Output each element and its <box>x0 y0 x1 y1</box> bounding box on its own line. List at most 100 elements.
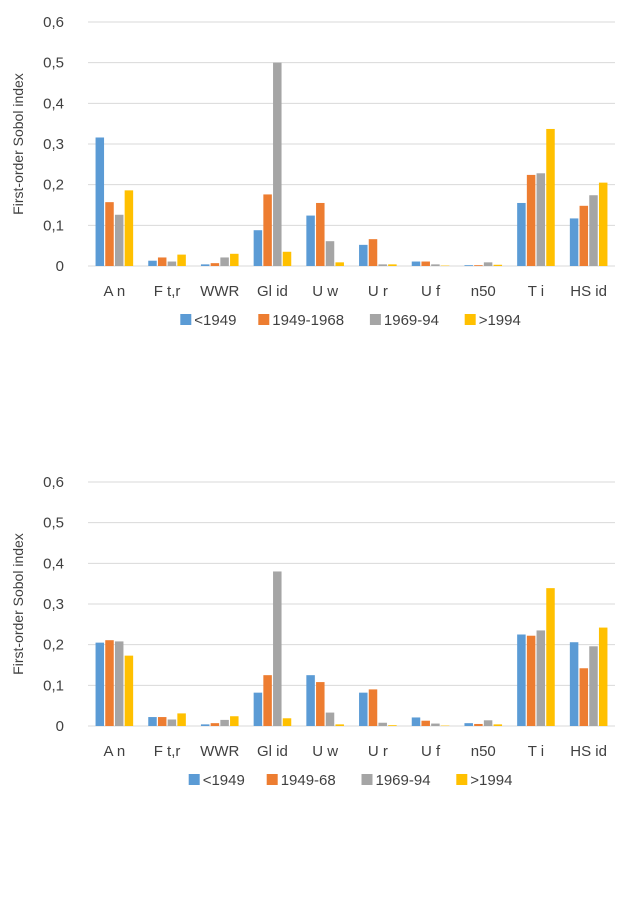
top-bar <box>598 182 608 266</box>
bottom-bar <box>253 692 263 726</box>
bottom-bar <box>167 719 177 726</box>
bottom-y-tick-label: 0,6 <box>43 474 64 491</box>
bottom-legend-swatch <box>361 774 373 785</box>
bottom-bar <box>200 724 210 726</box>
top-y-axis-title: First-order Sobol index <box>10 73 26 215</box>
top-bar <box>95 137 105 266</box>
bottom-legend-swatch <box>266 774 278 785</box>
top-legend-swatch <box>369 314 381 325</box>
top-bar <box>282 251 292 266</box>
top-bar <box>546 128 555 266</box>
bottom-bar <box>148 717 157 726</box>
chart-top-svg: 0 0,1 0,2 0,3 0,4 0,5 0,6 First-order Sobol ind… <box>10 14 615 329</box>
top-bar <box>536 173 546 266</box>
bottom-bar <box>316 682 325 726</box>
bottom-bar <box>335 724 344 726</box>
top-y-tick-label: 0 <box>56 258 64 275</box>
top-bar <box>378 264 387 266</box>
bottom-y-tick-label: 0,1 <box>43 677 64 694</box>
top-x-tick-label: WWR <box>200 283 239 300</box>
bottom-x-tick-label: U w <box>312 743 338 760</box>
bottom-legend-swatch <box>188 774 200 785</box>
bottom-bar <box>177 713 186 726</box>
chart-top: 0 0,1 0,2 0,3 0,4 0,5 0,6 First-order Sobol ind… <box>0 0 635 440</box>
top-bar <box>230 253 239 266</box>
bottom-legend-label: 1969-94 <box>376 772 431 789</box>
bottom-bar <box>388 725 397 726</box>
top-legend-label: <1949 <box>194 312 236 329</box>
bottom-legend-label: 1949-68 <box>281 772 336 789</box>
bottom-bar <box>325 712 335 726</box>
top-legend-label: 1969-94 <box>384 312 439 329</box>
bottom-bar <box>359 692 368 726</box>
bottom-bar <box>95 642 105 726</box>
top-bar <box>483 262 493 266</box>
top-bar <box>325 241 335 266</box>
bottom-y-tick-label: 0,2 <box>43 637 64 654</box>
top-bar <box>167 261 177 266</box>
bottom-bar <box>124 655 134 726</box>
bottom-x-tick-label: U r <box>368 743 388 760</box>
top-bar <box>105 202 114 266</box>
top-x-tick-label: U f <box>421 283 441 300</box>
bottom-y-tick-label: 0 <box>56 718 64 735</box>
chart-bottom-svg: 0 0,1 0,2 0,3 0,4 0,5 0,6 First-order Sobol ind… <box>10 474 615 789</box>
top-bar <box>517 202 526 266</box>
top-bar <box>177 254 186 266</box>
top-bar <box>493 264 503 266</box>
bottom-bar <box>579 668 589 726</box>
bottom-bar <box>220 719 229 726</box>
top-bar <box>316 202 325 266</box>
top-bar <box>263 194 272 266</box>
bottom-bar <box>368 689 378 726</box>
bottom-bar <box>493 724 503 726</box>
bottom-bar <box>105 640 114 726</box>
bottom-bar <box>569 642 579 726</box>
top-bar <box>589 195 598 266</box>
top-bar <box>220 257 229 266</box>
bottom-bar <box>536 630 546 726</box>
bottom-bar <box>411 717 421 726</box>
bottom-legend-label: <1949 <box>203 772 245 789</box>
top-y-tick-label: 0,3 <box>43 136 64 153</box>
top-bar <box>474 265 483 266</box>
top-bar <box>464 265 473 266</box>
bottom-x-tick-label: T i <box>528 743 544 760</box>
top-bar <box>579 205 589 266</box>
bottom-bar <box>114 641 124 726</box>
top-y-tick-label: 0,5 <box>43 55 64 72</box>
bottom-bar <box>526 635 536 726</box>
bottom-bar <box>517 634 526 726</box>
bottom-x-tick-label: U f <box>421 743 441 760</box>
bottom-bar <box>598 627 608 726</box>
bottom-y-tick-label: 0,5 <box>43 515 64 532</box>
top-x-tick-label: A n <box>104 283 126 300</box>
top-bar <box>114 214 124 266</box>
bottom-x-tick-label: HS id <box>570 743 607 760</box>
top-bar <box>306 215 315 266</box>
bottom-y-axis-title: First-order Sobol index <box>10 533 26 675</box>
top-legend-swatch <box>258 314 270 325</box>
top-bar <box>200 264 210 266</box>
bottom-x-tick-label: F t,r <box>154 743 181 760</box>
top-x-tick-label: Gl id <box>257 283 288 300</box>
bottom-bar <box>431 723 440 726</box>
top-x-tick-label: n50 <box>471 283 496 300</box>
top-y-tick-label: 0,1 <box>43 217 64 234</box>
top-bar <box>157 257 167 266</box>
top-legend-label: 1949-1968 <box>272 312 344 329</box>
bottom-bar <box>230 716 239 726</box>
top-x-tick-label: T i <box>528 283 544 300</box>
top-bar <box>421 261 430 266</box>
bottom-bar <box>421 720 430 726</box>
top-y-tick-label: 0,2 <box>43 177 64 194</box>
bottom-x-tick-label: WWR <box>200 743 239 760</box>
bottom-bar <box>210 723 220 726</box>
bottom-legend-swatch <box>456 774 468 785</box>
bottom-legend-label: >1994 <box>470 772 512 789</box>
top-legend-swatch <box>464 314 476 325</box>
bottom-x-tick-label: A n <box>104 743 126 760</box>
top-x-tick-label: HS id <box>570 283 607 300</box>
top-bar <box>148 260 157 266</box>
bottom-bar <box>474 723 483 726</box>
